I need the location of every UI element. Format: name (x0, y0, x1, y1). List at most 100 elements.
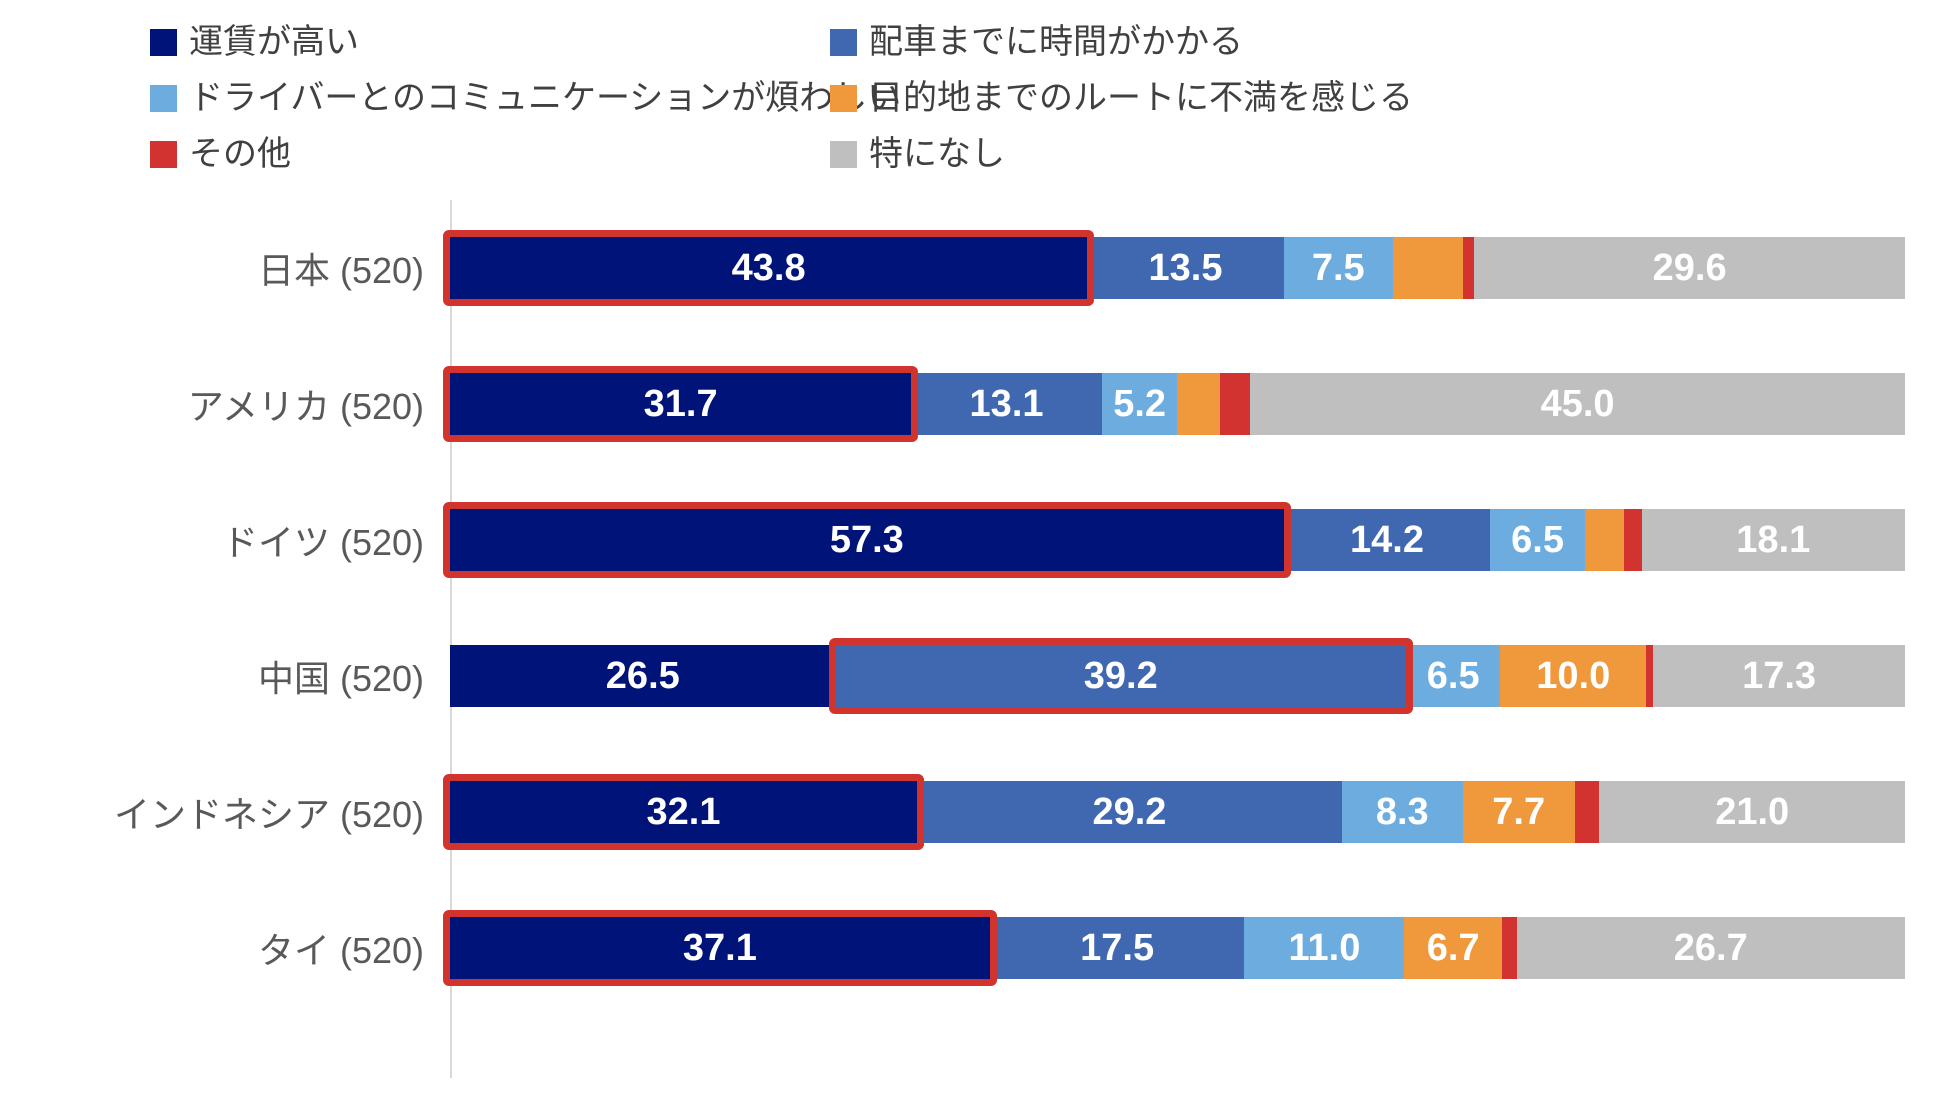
bar-segment: 31.7 (443, 366, 919, 442)
segment-value-label: 29.2 (1092, 791, 1167, 833)
bar-segment: 11.0 (1244, 917, 1405, 979)
legend-item: その他 (150, 134, 830, 174)
plot-area: 日本 (520) 43.8 13.5 7.5 29.6 アメリカ (520) 31.7 13.… (0, 200, 1905, 1016)
chart-row: ドイツ (520) 57.3 14.2 6.5 18.1 (0, 472, 1905, 608)
bar-segment: 26.7 (1516, 917, 1905, 979)
segment-value-label: 57.3 (829, 519, 904, 561)
category-label: ドイツ (520) (221, 522, 424, 563)
legend-label: その他 (189, 135, 291, 173)
bar-segment: 37.1 (443, 910, 997, 986)
chart-row: タイ (520) 37.1 17.5 11.0 6.7 26.7 (0, 880, 1905, 1016)
category-label: インドネシア (520) (113, 794, 424, 835)
bar-segment: 17.5 (989, 917, 1245, 979)
bar-segment: 6.5 (1405, 645, 1501, 707)
bar-track: 43.8 13.5 7.5 29.6 (443, 230, 1905, 306)
bar-segment (1462, 237, 1475, 299)
legend-item: 配車までに時間がかかる (830, 22, 1413, 62)
bar-segment: 32.1 (443, 774, 925, 850)
legend-swatch-icon (830, 140, 857, 168)
bar-segment (1645, 645, 1654, 707)
legend-item: 特になし (830, 134, 1413, 174)
category-label: アメリカ (520) (187, 386, 424, 427)
segment-value-label: 7.5 (1311, 247, 1365, 289)
segment-value-label: 29.6 (1652, 247, 1727, 289)
legend-label: ドライバーとのコミュニケーションが煩わしい (189, 79, 902, 117)
segment-value-label: 18.1 (1736, 519, 1811, 561)
legend-swatch-icon (830, 84, 857, 112)
segment-value-label: 17.3 (1742, 655, 1817, 697)
bar-segment: 6.7 (1404, 917, 1502, 979)
bar-segment: 5.2 (1101, 373, 1178, 435)
chart-row: 日本 (520) 43.8 13.5 7.5 29.6 (0, 200, 1905, 336)
bar-segment: 43.8 (443, 230, 1095, 306)
bar-segment (1501, 917, 1517, 979)
segment-value-label: 17.5 (1080, 927, 1155, 969)
segment-value-label: 6.5 (1511, 519, 1564, 561)
segment-value-label: 14.2 (1350, 519, 1424, 561)
segment-value-label: 21.0 (1715, 791, 1790, 833)
bar-track: 57.3 14.2 6.5 18.1 (443, 502, 1905, 578)
bar-segment: 17.3 (1653, 645, 1905, 707)
bar-segment: 45.0 (1250, 373, 1905, 435)
chart-row: 中国 (520) 26.5 39.2 6.5 10.0 17.3 (0, 608, 1905, 744)
segment-value-label: 10.0 (1536, 655, 1611, 697)
bar-segment: 14.2 (1283, 509, 1491, 571)
legend-label: 目的地までのルートに不満を感じる (869, 79, 1413, 117)
category-label: 日本 (520) (257, 250, 424, 291)
bar-segment: 8.3 (1341, 781, 1463, 843)
bar-segment: 21.0 (1599, 781, 1905, 843)
segment-value-label: 5.2 (1113, 383, 1167, 425)
legend-label: 特になし (869, 135, 1005, 173)
bar-segment (1219, 373, 1251, 435)
bar-segment: 7.5 (1283, 237, 1393, 299)
bar-track: 37.1 17.5 11.0 6.7 26.7 (443, 910, 1905, 986)
chart-row: アメリカ (520) 31.7 13.1 5.2 45.0 (0, 336, 1905, 472)
segment-value-label: 39.2 (1083, 655, 1158, 697)
category-label: 中国 (520) (257, 658, 424, 699)
segment-value-label: 32.1 (646, 791, 721, 833)
bar-segment: 18.1 (1641, 509, 1905, 571)
bar-segment: 29.2 (917, 781, 1342, 843)
bar-segment: 39.2 (828, 638, 1413, 714)
segment-value-label: 26.7 (1673, 927, 1748, 969)
legend-item: 目的地までのルートに不満を感じる (830, 78, 1413, 118)
bar-segment: 7.7 (1462, 781, 1575, 843)
bar-segment (1584, 509, 1625, 571)
bar-segment (1624, 509, 1642, 571)
segment-value-label: 37.1 (682, 927, 757, 969)
segment-value-label: 26.5 (605, 655, 680, 697)
segment-value-label: 45.0 (1540, 383, 1615, 425)
bar-track: 31.7 13.1 5.2 45.0 (443, 366, 1905, 442)
bar-segment: 57.3 (443, 502, 1291, 578)
bar-segment (1177, 373, 1220, 435)
stacked-bar-chart: 日本 (520) 43.8 13.5 7.5 29.6 アメリカ (520) 31.7 13.… (0, 200, 1905, 1016)
legend-swatch-icon (830, 28, 857, 56)
bar-track: 32.1 29.2 8.3 7.7 21.0 (443, 774, 1905, 850)
bar-segment: 13.5 (1087, 237, 1284, 299)
segment-value-label: 31.7 (643, 383, 718, 425)
bar-segment: 13.1 (911, 373, 1102, 435)
segment-value-label: 13.1 (969, 383, 1044, 425)
y-axis-line (450, 200, 452, 1078)
bar-segment: 29.6 (1474, 237, 1905, 299)
segment-value-label: 6.5 (1426, 655, 1480, 697)
segment-value-label: 8.3 (1375, 791, 1429, 833)
legend-label: 配車までに時間がかかる (869, 23, 1243, 61)
legend: 運賃が高い 配車までに時間がかかるドライバーとのコミュニケーションが煩わしい 目的地… (150, 22, 1413, 174)
bar-segment: 6.5 (1490, 509, 1585, 571)
bar-segment: 26.5 (450, 645, 836, 707)
bar-track: 26.5 39.2 6.5 10.0 17.3 (450, 638, 1905, 714)
segment-value-label: 13.5 (1148, 247, 1223, 289)
legend-item: 運賃が高い (150, 22, 830, 62)
legend-swatch-icon (150, 28, 177, 56)
chart-row: インドネシア (520) 32.1 29.2 8.3 7.7 21.0 (0, 744, 1905, 880)
legend-swatch-icon (150, 84, 177, 112)
bar-segment: 10.0 (1500, 645, 1646, 707)
segment-value-label: 6.7 (1426, 927, 1480, 969)
segment-value-label: 11.0 (1288, 927, 1361, 969)
segment-value-label: 43.8 (731, 247, 806, 289)
segment-value-label: 7.7 (1492, 791, 1546, 833)
bar-segment (1574, 781, 1600, 843)
legend-item: ドライバーとのコミュニケーションが煩わしい (150, 78, 901, 118)
